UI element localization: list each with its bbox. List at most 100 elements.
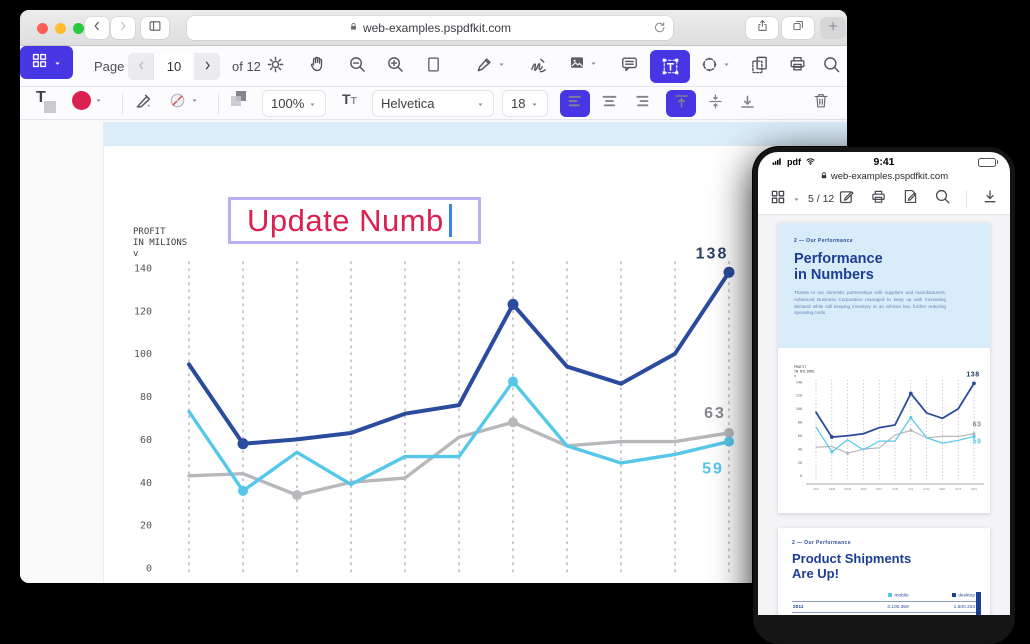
reload-icon[interactable] [653,21,666,37]
valign-middle-button[interactable] [700,90,730,117]
section-title: Product Shipments Are Up! [792,551,912,581]
search-icon[interactable] [934,188,951,210]
settings-button[interactable] [266,55,285,74]
image-icon [568,55,586,71]
section-title: Performance in Numbers [794,251,883,284]
chevron-left-icon [136,58,147,76]
image-tool-button[interactable] [568,55,598,71]
duplicate-button[interactable] [750,55,769,74]
tabs-icon [792,19,805,37]
color-swatch-icon [72,91,91,110]
next-page-button[interactable] [194,53,220,80]
download-icon[interactable] [982,188,998,210]
browser-titlebar: web-examples.pspdfkit.com [20,10,847,46]
minimize-window-button[interactable] [55,23,66,34]
layout-mode-button[interactable] [20,46,73,79]
chevron-down-icon [53,54,62,72]
toolbar-divider [966,190,967,208]
text-annotation-editor[interactable]: Update Numb [228,197,481,244]
pan-tool-button[interactable] [308,55,326,73]
print-icon[interactable] [870,189,887,210]
grid-view-icon [31,52,48,74]
carrier-label: pdf [787,157,801,167]
previous-page-button[interactable] [128,53,154,80]
page-total-label: of 12 [232,59,261,74]
back-button[interactable] [85,17,109,39]
font-size-select[interactable]: 18 [502,90,548,117]
page-fit-icon [425,55,442,74]
ink-tool-button[interactable] [475,55,506,74]
signature-tool-button[interactable] [528,55,549,74]
phone-document-area[interactable]: 2 — Our Performance Performance in Numbe… [758,215,1010,615]
valign-top-button[interactable] [666,90,696,117]
opacity-button[interactable] [230,91,250,114]
page-number-input[interactable]: 10 [154,53,194,80]
sidebar-toggle-button[interactable] [141,17,169,39]
search-button[interactable] [822,55,841,74]
svg-text:SEP: SEP [939,487,945,491]
grid-view-icon[interactable] [770,189,786,210]
page-fit-button[interactable] [425,55,442,74]
shape-ellipse-icon [700,55,719,74]
align-left-button[interactable] [560,90,590,117]
svg-text:138: 138 [696,245,729,262]
forward-button[interactable] [111,17,135,39]
phone-screen: pdf 9:41 web-examples.pspdfkit.com 5 / 1… [758,152,1010,615]
svg-text:MAR: MAR [844,487,852,491]
table-row: 20122.856.3022.746.384 [792,612,976,615]
zoom-in-button[interactable] [386,55,405,74]
delete-annotation-button[interactable] [812,91,830,110]
annotate-icon[interactable] [838,188,855,210]
zoom-out-button[interactable] [348,55,367,74]
phone-pdf-toolbar: 5 / 12 [758,184,1010,215]
fill-color-button[interactable] [134,91,153,110]
clock-label: 9:41 [873,156,895,168]
page-header-band [104,122,847,146]
font-family-value: Helvetica [381,96,435,111]
sign-icon[interactable] [902,188,919,210]
close-window-button[interactable] [37,23,48,34]
valign-bottom-button[interactable] [732,90,762,117]
browser-window: web-examples.pspdfkit.com Page 10 of 12 [20,10,847,583]
align-center-icon [601,93,618,115]
trash-icon [812,91,830,110]
svg-text:140: 140 [134,263,152,274]
align-right-icon [633,93,650,115]
svg-text:APR: APR [860,487,867,491]
phone-page-performance: 2 — Our Performance Performance in Numbe… [778,223,990,513]
color-swatch-button[interactable] [72,91,103,110]
svg-text:140: 140 [796,380,802,384]
svg-text:JAN: JAN [813,487,819,491]
text-cursor [448,204,452,237]
phone-url-bar[interactable]: web-examples.pspdfkit.com [758,169,1010,184]
page-navigator: 10 [128,53,220,80]
print-icon [788,55,807,73]
svg-text:138: 138 [966,371,979,378]
align-center-button[interactable] [594,90,624,117]
chevron-down-icon[interactable] [792,190,801,208]
comment-tool-button[interactable] [620,55,639,73]
tabs-overview-button[interactable] [782,17,814,39]
text-tool-button[interactable] [650,50,690,83]
phone-url-text: web-examples.pspdfkit.com [830,171,949,182]
url-field[interactable]: web-examples.pspdfkit.com [187,16,673,40]
fullscreen-window-button[interactable] [73,23,84,34]
new-tab-button[interactable] [820,17,846,39]
phone-page-indicator[interactable]: 5 / 12 [808,193,835,205]
chevron-down-icon [476,96,485,111]
text-color-button[interactable]: T [34,89,56,118]
shape-tool-button[interactable] [700,55,731,74]
svg-text:80: 80 [798,421,802,425]
no-fill-button[interactable] [168,91,199,110]
value-cell: 2.746.384 [910,613,976,615]
share-button[interactable] [746,17,778,39]
print-button[interactable] [788,55,807,73]
font-size-label-button: TT [342,91,357,109]
align-right-button[interactable] [626,90,656,117]
url-text: web-examples.pspdfkit.com [362,21,512,35]
opacity-select[interactable]: 100% [262,90,326,117]
signal-bars-icon [770,156,784,169]
phone-status-bar: pdf 9:41 [758,152,1010,169]
font-family-select[interactable]: Helvetica [372,90,494,117]
